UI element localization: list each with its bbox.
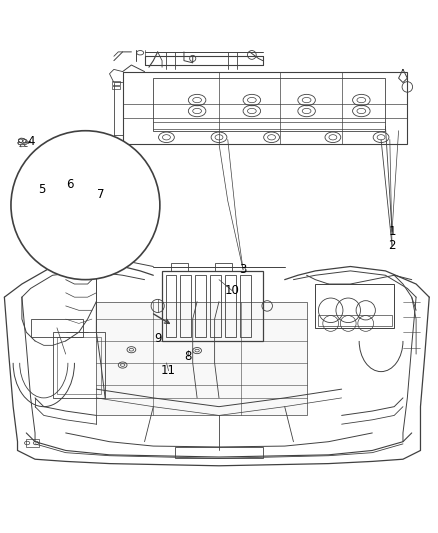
Bar [53, 332, 105, 398]
Bar [162, 271, 263, 341]
Text: 6: 6 [66, 177, 74, 191]
Bar [112, 86, 120, 89]
Text: 7: 7 [97, 188, 105, 201]
Bar [57, 336, 101, 393]
Text: 1: 1 [388, 225, 396, 238]
Bar [215, 263, 232, 271]
Bar [175, 447, 263, 458]
Bar [318, 314, 392, 326]
Circle shape [11, 131, 160, 280]
Text: 2: 2 [388, 239, 396, 252]
Text: 3: 3 [240, 263, 247, 276]
Text: 8: 8 [185, 350, 192, 363]
Ellipse shape [56, 189, 71, 205]
Ellipse shape [50, 184, 77, 211]
Text: 11: 11 [161, 364, 176, 377]
Bar [31, 319, 83, 336]
Text: 10: 10 [225, 284, 240, 297]
Text: 5: 5 [38, 183, 45, 196]
Bar [210, 275, 221, 336]
Bar [240, 275, 251, 336]
Bar [26, 439, 39, 447]
Bar [85, 189, 118, 206]
Text: 4: 4 [27, 135, 35, 148]
Bar [180, 275, 191, 336]
Bar [171, 263, 188, 271]
Bar [112, 81, 120, 85]
Bar [166, 275, 176, 336]
Bar [315, 284, 394, 328]
Bar [195, 275, 206, 336]
Polygon shape [96, 302, 307, 415]
Text: 9: 9 [154, 332, 162, 345]
Bar [225, 275, 236, 336]
